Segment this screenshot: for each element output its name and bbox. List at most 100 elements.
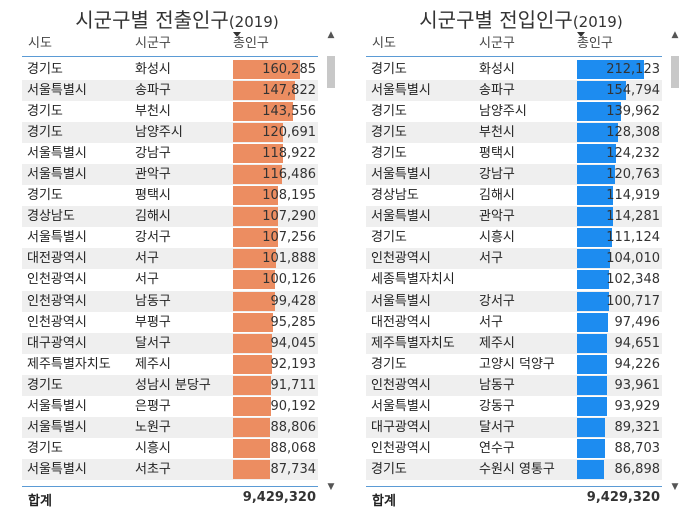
- table-row[interactable]: 인천광역시 남동구 93,961: [366, 374, 662, 396]
- sort-descending-icon[interactable]: [233, 32, 241, 37]
- cell-sido: 경기도: [371, 230, 407, 246]
- table-row[interactable]: 경기도 성남시 분당구 91,711: [22, 374, 318, 396]
- sort-descending-icon[interactable]: [577, 32, 585, 37]
- cell-sigungu: 화성시: [135, 62, 171, 77]
- population-data-bar: [233, 228, 278, 248]
- table-row[interactable]: 제주특별자치도 제주시 92,193: [22, 354, 318, 375]
- population-data-bar: [577, 81, 626, 101]
- scroll-up-icon[interactable]: ▲: [327, 30, 335, 40]
- table-row[interactable]: 서울특별시 서초구 87,734: [22, 458, 318, 480]
- cell-sigungu: 달서구: [479, 419, 515, 435]
- cell-total-population: 99,428: [270, 293, 317, 309]
- table-row[interactable]: 서울특별시 노원구 88,806: [22, 416, 318, 438]
- table-row[interactable]: 서울특별시 송파구 147,822: [22, 80, 318, 102]
- cell-sido: 경기도: [27, 440, 63, 456]
- population-data-bar: [577, 417, 605, 437]
- scroll-down-icon[interactable]: ▼: [327, 482, 335, 492]
- cell-total-population: 114,919: [606, 188, 660, 204]
- cell-sigungu: 서구: [479, 251, 503, 267]
- cell-sido: 서울특별시: [371, 83, 431, 99]
- population-data-bar: [577, 354, 607, 374]
- table-row[interactable]: 경기도 부천시 143,556: [22, 101, 318, 122]
- table-row[interactable]: 제주특별자치도 제주시 94,651: [366, 332, 662, 354]
- cell-total-population: 114,281: [606, 209, 660, 225]
- population-data-bar: [577, 459, 604, 479]
- table-row[interactable]: 경기도 수원시 영통구 86,898: [366, 458, 662, 480]
- total-label: 합계: [372, 494, 396, 509]
- column-header-total-population[interactable]: 총인구: [233, 36, 269, 51]
- cell-sigungu: 시흥시: [135, 440, 171, 456]
- population-data-bar: [577, 123, 618, 143]
- cell-sido: 서울특별시: [371, 293, 431, 309]
- table-row[interactable]: 대전광역시 서구 97,496: [366, 312, 662, 333]
- table-row[interactable]: 대전광역시 서구 101,888: [22, 248, 318, 270]
- column-header-sido[interactable]: 시도: [28, 36, 52, 51]
- table-row[interactable]: 인천광역시 서구 104,010: [366, 248, 662, 270]
- table-row[interactable]: 대구광역시 달서구 89,321: [366, 416, 662, 438]
- column-header-sigungu[interactable]: 시군구: [479, 36, 515, 51]
- table-row[interactable]: 경기도 시흥시 111,124: [366, 227, 662, 248]
- table-row[interactable]: 서울특별시 강남구 120,763: [366, 164, 662, 186]
- column-header-total-population[interactable]: 총인구: [577, 36, 613, 51]
- scrollbar-thumb[interactable]: [671, 56, 679, 88]
- outflow-scrollbar[interactable]: ▲ ▼: [326, 30, 336, 492]
- table-row[interactable]: 서울특별시 강남구 118,922: [22, 143, 318, 164]
- table-row[interactable]: 경기도 화성시 160,285: [22, 59, 318, 80]
- population-data-bar: [233, 81, 295, 101]
- table-row[interactable]: 경기도 남양주시 139,962: [366, 101, 662, 122]
- table-row[interactable]: 서울특별시 관악구 116,486: [22, 164, 318, 186]
- cell-sigungu: 평택시: [479, 146, 515, 162]
- scrollbar-thumb[interactable]: [327, 56, 335, 88]
- cell-sigungu: 강남구: [135, 146, 171, 162]
- cell-sigungu: 고양시 덕양구: [479, 356, 555, 372]
- table-row[interactable]: 대구광역시 달서구 94,045: [22, 332, 318, 354]
- cell-sigungu: 남동구: [135, 293, 171, 309]
- table-row[interactable]: 경기도 시흥시 88,068: [22, 438, 318, 459]
- table-row[interactable]: 경상남도 김해시 114,919: [366, 185, 662, 206]
- table-row[interactable]: 인천광역시 남동구 99,428: [22, 290, 318, 312]
- table-row[interactable]: 경상남도 김해시 107,290: [22, 206, 318, 228]
- cell-total-population: 88,806: [270, 419, 317, 435]
- cell-sido: 제주특별자치도: [27, 356, 111, 372]
- table-row[interactable]: 서울특별시 송파구 154,794: [366, 80, 662, 102]
- cell-sigungu: 제주시: [135, 356, 171, 372]
- table-row[interactable]: 경기도 평택시 108,195: [22, 185, 318, 206]
- table-row[interactable]: 서울특별시 강서구 107,256: [22, 227, 318, 248]
- table-row[interactable]: 서울특별시 강서구 100,717: [366, 290, 662, 312]
- cell-sigungu: 서구: [135, 251, 159, 267]
- cell-sigungu: 시흥시: [479, 230, 515, 246]
- table-row[interactable]: 경기도 부천시 128,308: [366, 122, 662, 144]
- table-row[interactable]: 인천광역시 연수구 88,703: [366, 438, 662, 459]
- cell-sigungu: 부천시: [479, 125, 515, 141]
- cell-total-population: 100,126: [262, 272, 316, 288]
- population-data-bar: [577, 438, 605, 458]
- cell-sigungu: 수원시 영통구: [479, 461, 555, 477]
- cell-sido: 서울특별시: [27, 146, 87, 162]
- cell-total-population: 154,794: [606, 83, 660, 99]
- table-row[interactable]: 경기도 남양주시 120,691: [22, 122, 318, 144]
- table-row[interactable]: 서울특별시 강동구 93,929: [366, 396, 662, 417]
- cell-sido: 서울특별시: [27, 461, 87, 477]
- table-row[interactable]: 경기도 화성시 212,123: [366, 59, 662, 80]
- cell-sido: 대전광역시: [27, 251, 87, 267]
- table-row[interactable]: 인천광역시 서구 100,126: [22, 269, 318, 290]
- cell-sido: 인천광역시: [27, 272, 87, 288]
- table-row[interactable]: 경기도 평택시 124,232: [366, 143, 662, 164]
- cell-sigungu: 강동구: [479, 398, 515, 414]
- table-row[interactable]: 경기도 고양시 덕양구 94,226: [366, 354, 662, 375]
- table-row[interactable]: 세종특별자치시 102,348: [366, 269, 662, 290]
- cell-sido: 경기도: [27, 62, 63, 77]
- scroll-up-icon[interactable]: ▲: [671, 30, 679, 40]
- table-row[interactable]: 서울특별시 은평구 90,192: [22, 396, 318, 417]
- population-data-bar: [577, 312, 608, 332]
- table-row[interactable]: 인천광역시 부평구 95,285: [22, 312, 318, 333]
- cell-sigungu: 송파구: [479, 83, 515, 99]
- scroll-down-icon[interactable]: ▼: [671, 482, 679, 492]
- column-header-sigungu[interactable]: 시군구: [135, 36, 171, 51]
- population-data-bar: [577, 396, 607, 416]
- column-header-sido[interactable]: 시도: [372, 36, 396, 51]
- inflow-scrollbar[interactable]: ▲ ▼: [670, 30, 680, 492]
- cell-sigungu: 평택시: [135, 188, 171, 204]
- table-row[interactable]: 서울특별시 관악구 114,281: [366, 206, 662, 228]
- cell-sido: 서울특별시: [371, 398, 431, 414]
